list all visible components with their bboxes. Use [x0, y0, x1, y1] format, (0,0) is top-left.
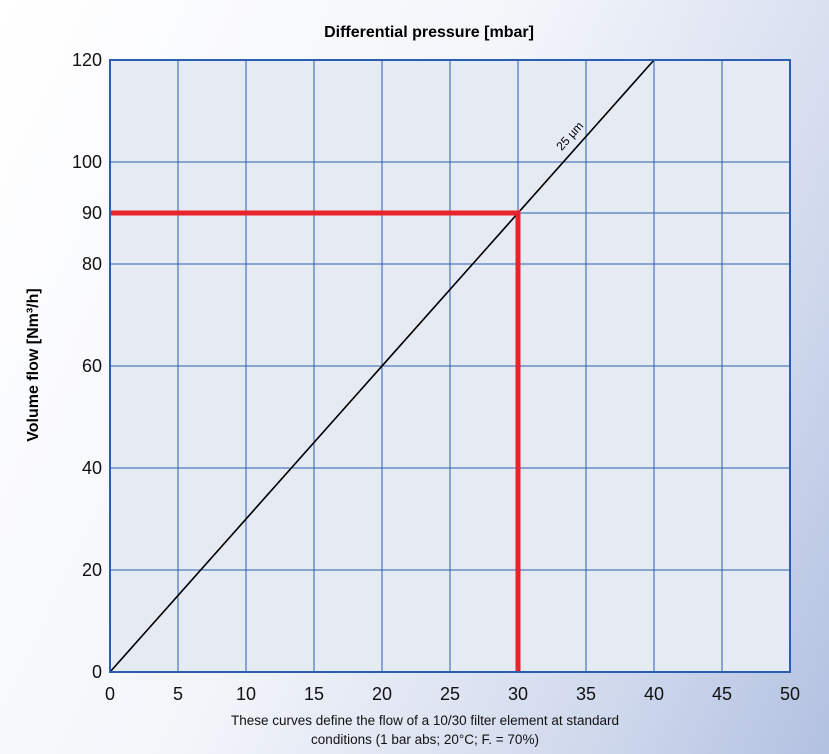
- y-tick-label: 20: [82, 560, 102, 580]
- x-tick-label: 10: [236, 684, 256, 704]
- x-tick-labels: 0 5 10 15 20 25 30 35 40 45 50: [105, 684, 800, 704]
- plot-frame: [109, 59, 791, 673]
- y-tick-label: 120: [72, 50, 102, 70]
- x-tick-label: 25: [440, 684, 460, 704]
- footnote-line-1: These curves define the flow of a 10/30 …: [231, 713, 619, 728]
- x-tick-label: 45: [712, 684, 732, 704]
- x-tick-label: 40: [644, 684, 664, 704]
- x-tick-label: 30: [508, 684, 528, 704]
- x-tick-label: 35: [576, 684, 596, 704]
- x-tick-label: 50: [780, 684, 800, 704]
- x-tick-label: 0: [105, 684, 115, 704]
- y-tick-label: 60: [82, 356, 102, 376]
- x-tick-label: 20: [372, 684, 392, 704]
- reference-line-90-30: [110, 210, 521, 672]
- series-line-25um: [109, 59, 655, 673]
- y-axis-label: Volume flow [Nm³/h]: [25, 288, 42, 441]
- chart-title: Differential pressure [mbar]: [324, 24, 534, 41]
- y-tick-labels: 0 20 40 60 80 90 100 120: [72, 50, 102, 682]
- footnote-line-2: conditions (1 bar abs; 20°C; F. = 70%): [311, 732, 539, 747]
- x-tick-label: 5: [173, 684, 183, 704]
- reference-lines: [110, 210, 521, 672]
- y-tick-label: 40: [82, 458, 102, 478]
- y-tick-label: 100: [72, 152, 102, 172]
- y-tick-label: 0: [92, 662, 102, 682]
- y-tick-label: 80: [82, 254, 102, 274]
- y-tick-label: 90: [82, 203, 102, 223]
- x-tick-label: 15: [304, 684, 324, 704]
